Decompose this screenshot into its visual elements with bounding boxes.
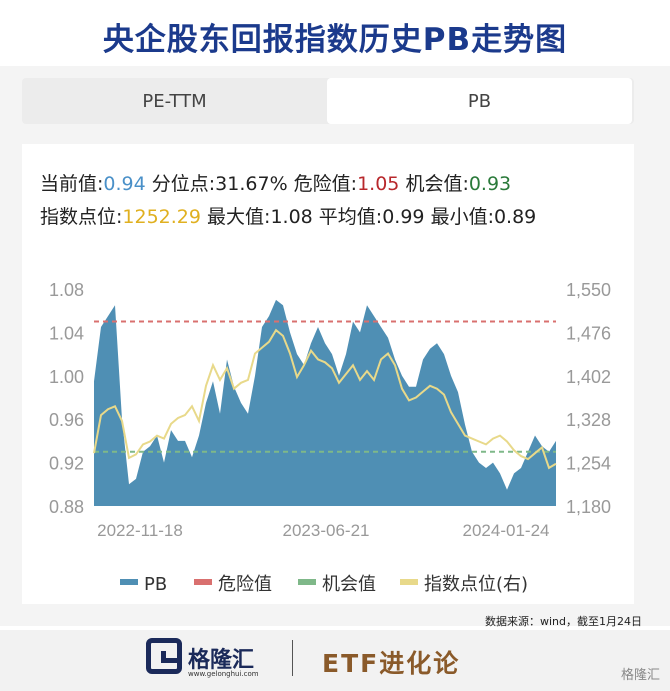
right-tick-label: 1,550 (566, 280, 611, 300)
percentile-value: 31.67% (215, 173, 288, 195)
legend-label: 指数点位(右) (424, 574, 528, 595)
x-tick-label: 2022-11-18 (97, 521, 183, 540)
tab-pe-ttm[interactable]: PE-TTM (142, 90, 207, 112)
index-line-series (93, 328, 557, 470)
right-tick-label: 1,402 (566, 367, 611, 387)
gelonghui-logo-icon (146, 638, 182, 674)
legend-label: 机会值 (322, 574, 376, 595)
max-value: 1.08 (270, 206, 313, 228)
danger-label: 危险值: (293, 173, 358, 195)
current-label: 当前值: (40, 173, 104, 195)
left-tick-label: 0.96 (49, 410, 84, 430)
tab-pb[interactable]: PB (327, 78, 632, 124)
index-label: 指数点位: (40, 206, 123, 228)
left-tick-label: 0.88 (49, 497, 84, 517)
legend-swatch (194, 579, 212, 585)
current-value: 0.94 (103, 173, 146, 195)
brand-name: 格隆汇 (188, 648, 255, 673)
stats-row-2: 指数点位:1252.29 最大值:1.08 平均值:0.99 最小值:0.89 (40, 202, 536, 229)
watermark: 格隆汇 (620, 668, 660, 683)
legend-label: PB (144, 574, 167, 595)
right-tick-label: 1,476 (566, 323, 611, 343)
legend-label: 危险值 (218, 574, 272, 595)
left-tick-label: 0.92 (49, 454, 84, 474)
brand-url: www.gelonghui.com (188, 670, 259, 678)
index-value: 1252.29 (122, 206, 201, 228)
min-value: 0.89 (493, 206, 537, 228)
legend-swatch (400, 579, 418, 585)
legend-swatch (120, 579, 138, 585)
right-tick-label: 1,328 (566, 410, 611, 430)
percentile-label: 分位点: (151, 173, 216, 195)
danger-value: 1.05 (357, 173, 400, 195)
footer (0, 630, 670, 691)
chart-title: 央企股东回报指数历史PB走势图 (102, 22, 568, 58)
right-tick-label: 1,180 (566, 497, 611, 517)
right-tick-label: 1,254 (566, 454, 611, 474)
left-tick-label: 1.04 (49, 323, 84, 343)
pb-area-series (94, 299, 556, 506)
left-tick-label: 1.08 (49, 280, 84, 300)
x-tick-label: 2023-06-21 (283, 521, 370, 540)
legend-swatch (298, 579, 316, 585)
tab-bar: PE-TTM PB (22, 78, 634, 124)
opportunity-value: 0.93 (468, 173, 512, 195)
etf-brand: ETF进化论 (322, 649, 461, 678)
footer-divider (292, 640, 293, 676)
opportunity-label: 机会值: (405, 173, 469, 195)
data-source: 数据来源：wind，截至1月24日 (484, 615, 642, 628)
avg-label: 平均值: (318, 206, 383, 228)
stats-row-1: 当前值:0.94 分位点:31.67% 危险值:1.05 机会值:0.93 (40, 169, 511, 196)
x-tick-label: 2024-01-24 (463, 521, 550, 540)
min-label: 最小值: (430, 206, 494, 228)
left-tick-label: 1.00 (49, 367, 84, 387)
avg-value: 0.99 (382, 206, 425, 228)
max-label: 最大值: (207, 206, 271, 228)
